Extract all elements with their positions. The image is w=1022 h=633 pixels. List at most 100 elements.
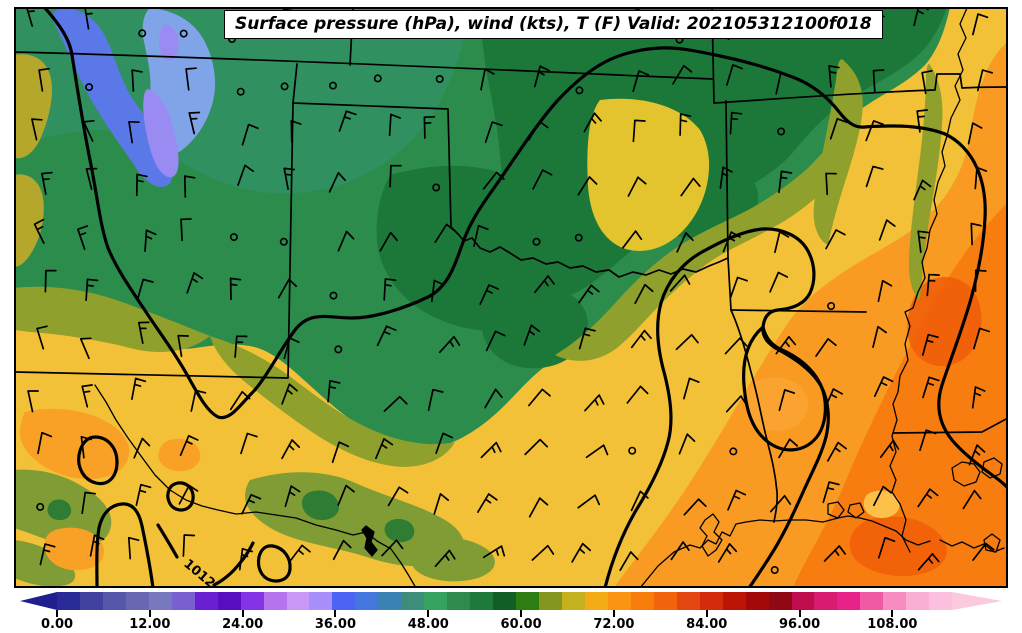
wind-barb	[283, 167, 295, 190]
wind-barb	[967, 122, 983, 145]
wind-barb	[434, 549, 456, 568]
wind-barb	[376, 325, 397, 347]
wind-barb	[79, 337, 92, 360]
calm-wind-circle	[432, 183, 441, 192]
wind-barb	[970, 222, 982, 246]
wind-barb	[290, 119, 302, 143]
wind-barb	[533, 65, 550, 88]
wind-barb	[585, 444, 609, 459]
wind-barb	[186, 272, 204, 294]
wind-barb	[913, 9, 929, 27]
calm-wind-circle	[334, 345, 343, 354]
colorbar-segment	[745, 592, 769, 610]
wind-barb	[913, 179, 932, 201]
wind-barb	[438, 335, 461, 354]
wind-barb	[131, 377, 147, 401]
colorbar-segment	[148, 592, 172, 610]
wind-barb	[775, 72, 791, 95]
wind-barb	[968, 444, 986, 466]
wind-barb	[430, 279, 445, 303]
wind-barb	[921, 69, 933, 95]
wind-barb	[383, 395, 408, 412]
wind-barb	[240, 432, 258, 455]
colorbar-segment	[57, 592, 80, 610]
colorbar-segment	[286, 592, 310, 610]
colorbar-tick-mark	[705, 610, 708, 617]
wind-barb	[778, 170, 793, 194]
wind-barb	[973, 327, 991, 350]
mississippi-river	[889, 9, 968, 553]
wind-barb	[822, 481, 840, 504]
colorbar-overflow-arrow	[952, 592, 1002, 610]
colorbar-segment	[929, 592, 953, 610]
wind-barb	[379, 231, 398, 252]
colorbar-segment	[401, 592, 425, 610]
wind-barb	[678, 433, 696, 455]
wind-barb	[337, 484, 355, 506]
wind-barb	[484, 388, 503, 409]
colorbar-segment	[699, 592, 723, 610]
wind-barb	[577, 176, 598, 196]
colorbar-tick-mark	[798, 610, 801, 617]
contour-small-oval-3	[256, 544, 292, 583]
wind-barb	[719, 166, 733, 189]
wind-barb	[577, 494, 601, 509]
wind-barb	[676, 232, 694, 253]
wind-barb	[826, 441, 847, 462]
wind-barb	[26, 9, 35, 27]
wind-barb	[288, 544, 311, 563]
wind-barb	[482, 171, 505, 190]
colorbar-segment	[768, 592, 792, 610]
colorbar-tick-label: 60.00	[500, 617, 542, 632]
wind-barb	[717, 543, 738, 563]
surface-map: 1012	[16, 9, 1006, 586]
contour-south-n	[95, 502, 155, 586]
wind-barb	[630, 490, 649, 512]
colorbar-tick-label: 0.00	[40, 617, 74, 632]
wind-barb	[77, 225, 89, 251]
wind-barb	[528, 497, 549, 518]
colorbar-segment	[539, 592, 562, 610]
wind-barb	[669, 274, 691, 292]
calm-wind-circle	[373, 74, 382, 83]
wind-barb	[872, 69, 885, 93]
colorbar-segment	[814, 592, 838, 610]
colorbar-tick-mark	[612, 610, 615, 617]
wind-barb	[484, 121, 503, 143]
calm-wind-circle	[827, 301, 836, 310]
wind-barb	[578, 327, 596, 350]
wind-barb	[144, 229, 157, 253]
colorbar-segment	[791, 592, 815, 610]
wind-barb	[131, 69, 143, 92]
colorbar-segment	[263, 592, 287, 610]
wind-barb	[917, 488, 939, 508]
colorbar-segment	[630, 592, 654, 610]
wind-barb	[921, 333, 939, 356]
colorbar-segment	[309, 592, 333, 610]
wind-barb	[774, 231, 790, 254]
wind-barb	[241, 123, 259, 146]
map-canvas: 1012	[14, 7, 1008, 588]
wind-barb	[532, 169, 553, 190]
border-arkansas-louisiana	[730, 309, 867, 313]
wind-barb	[865, 120, 884, 142]
wind-barb	[683, 498, 707, 516]
wind-barb	[237, 164, 255, 187]
wind-barb	[381, 539, 404, 557]
wind-barb	[725, 395, 748, 413]
wind-barb	[578, 284, 600, 304]
colorbar-tick-mark	[427, 610, 430, 617]
wind-barb	[485, 330, 506, 352]
wind-barb	[584, 394, 605, 412]
calm-wind-circle	[575, 86, 584, 95]
wind-barb	[769, 271, 789, 293]
wind-barb	[27, 390, 39, 413]
wind-barb	[229, 277, 242, 301]
wind-barb	[479, 284, 500, 305]
calm-wind-circle	[138, 29, 147, 38]
wind-barb	[632, 70, 650, 93]
wind-barb	[917, 230, 930, 253]
colorbar-tick-label: 48.00	[407, 617, 449, 632]
colorbar-tick-mark	[520, 610, 523, 617]
wind-barb	[190, 389, 207, 412]
